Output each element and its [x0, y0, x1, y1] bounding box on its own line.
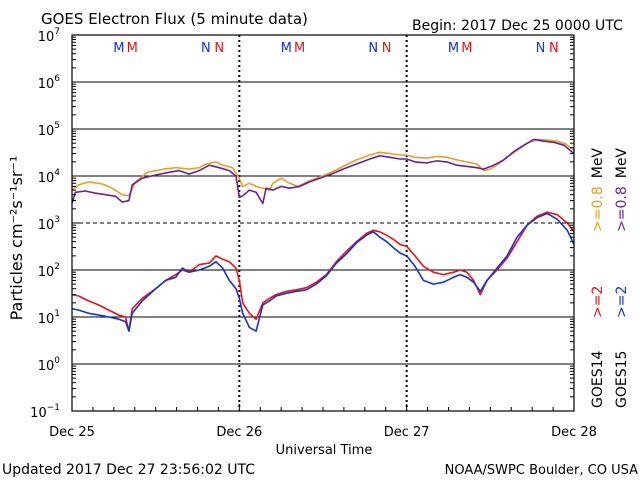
- y-tick-base: 10: [38, 218, 55, 233]
- series-line-0: [71, 138, 575, 197]
- y-tick-label: 102: [38, 262, 60, 280]
- legend-goes14-e2: >=2: [590, 286, 606, 318]
- x-tick-label: Dec 25: [49, 425, 95, 440]
- y-tick-label: 107: [38, 27, 60, 45]
- satellite-marker: M: [448, 41, 459, 56]
- y-tick-exponent: 0: [54, 356, 60, 366]
- x-axis-label: Universal Time: [276, 443, 373, 458]
- y-tick-exponent: 6: [54, 74, 60, 84]
- satellite-marker: N: [214, 41, 224, 56]
- y-axis-label: Particles cm⁻²s⁻¹sr⁻¹: [7, 156, 26, 321]
- satellite-marker: M: [113, 41, 124, 56]
- y-tick-label: 10−1: [30, 403, 60, 421]
- legend-goes15-e2: >=2: [614, 286, 630, 318]
- y-tick-exponent: 5: [54, 121, 60, 131]
- y-tick-exponent: 1: [54, 309, 60, 319]
- y-tick-base: 10: [38, 77, 55, 92]
- y-tick-label: 104: [38, 168, 61, 186]
- y-tick-label: 101: [38, 309, 60, 327]
- legend-goes15: GOES15: [614, 351, 630, 408]
- credit-text: NOAA/SWPC Boulder, CO USA: [445, 463, 638, 478]
- begin-date: Begin: 2017 Dec 25 0000 UTC: [412, 18, 623, 34]
- legend-goes14-e08: >=0.8 MeV: [590, 148, 606, 232]
- satellite-marker: N: [536, 41, 546, 56]
- satellite-marker: M: [294, 41, 305, 56]
- legend-goes15-e08: >=0.8 MeV: [614, 148, 630, 232]
- satellite-marker: N: [549, 41, 559, 56]
- series-line-1: [71, 138, 575, 205]
- y-tick-base: 10: [38, 359, 55, 374]
- y-tick-base: 10: [38, 265, 55, 280]
- series-lines: [71, 138, 575, 332]
- satellite-marker: M: [281, 41, 292, 56]
- y-tick-base: 10: [38, 312, 55, 327]
- y-tick-exponent: −1: [47, 403, 60, 413]
- satellite-marker: M: [461, 41, 472, 56]
- series-line-3: [71, 212, 575, 332]
- legend-goes15-e08-label: >=0.8: [614, 186, 630, 232]
- y-tick-exponent: 3: [54, 215, 60, 225]
- plot-frame: [71, 34, 575, 412]
- y-tick-label: 105: [38, 121, 60, 139]
- satellite-marker: N: [382, 41, 392, 56]
- y-tick-exponent: 2: [54, 262, 60, 272]
- legend-goes14-e08-label: >=0.8: [590, 186, 606, 232]
- x-tick-label: Dec 27: [384, 425, 430, 440]
- satellite-marker: N: [368, 41, 378, 56]
- series-line-2: [71, 211, 575, 332]
- y-tick-exponent: 4: [54, 168, 60, 178]
- y-tick-base: 10: [38, 30, 55, 45]
- legend-goes14-e08-unit: MeV: [590, 148, 606, 179]
- updated-timestamp: Updated 2017 Dec 27 23:56:02 UTC: [2, 462, 255, 478]
- chart-title: GOES Electron Flux (5 minute data): [41, 10, 308, 28]
- x-tick-label: Dec 26: [216, 425, 262, 440]
- y-tick-base: 10: [30, 406, 47, 421]
- y-tick-label: 106: [38, 74, 61, 92]
- y-tick-label: 103: [38, 215, 60, 233]
- y-tick-base: 10: [38, 171, 55, 186]
- y-tick-exponent: 7: [54, 27, 60, 37]
- x-tick-label: Dec 28: [551, 425, 597, 440]
- y-tick-base: 10: [38, 124, 55, 139]
- legend-goes15-e08-unit: MeV: [614, 148, 630, 179]
- satellite-marker: M: [127, 41, 138, 56]
- y-tick-label: 100: [38, 356, 61, 374]
- satellite-marker: N: [201, 41, 211, 56]
- legend-goes14: GOES14: [590, 350, 606, 408]
- grid-lines: [72, 81, 574, 365]
